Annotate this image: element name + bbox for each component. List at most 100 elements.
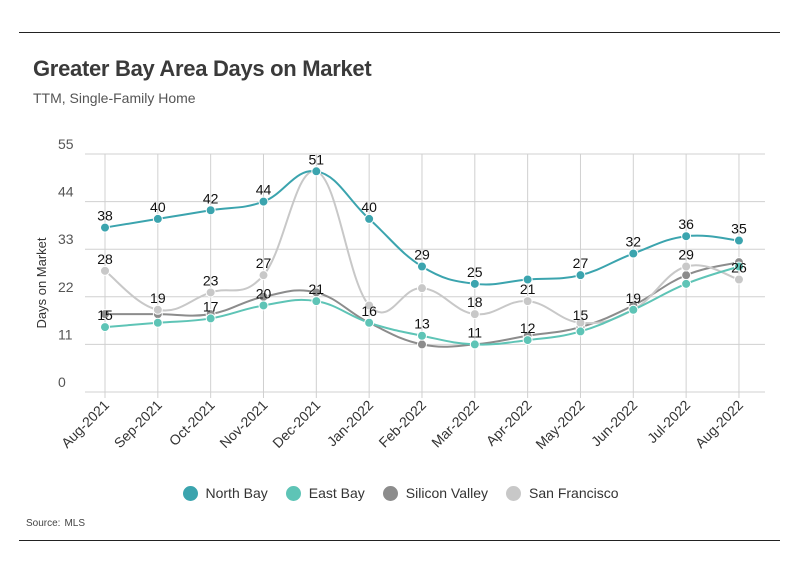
x-tick-label: Aug-2021 [58,397,112,451]
x-tick-label: Sep-2021 [111,397,165,451]
point-east-bay [205,313,216,324]
data-label-north-bay: 35 [731,221,747,237]
point-east-bay [364,317,375,328]
data-label-san-francisco: 27 [256,255,272,271]
point-north-bay [522,274,533,285]
point-san-francisco [100,265,110,276]
legend-item-silicon-valley: Silicon Valley [382,485,489,501]
point-san-francisco [733,274,744,285]
data-label-north-bay: 38 [97,208,113,224]
point-north-bay [469,278,480,289]
point-east-bay [575,326,586,337]
chart-title: Greater Bay Area Days on Market [33,56,372,81]
source-note: Source: MLS [26,518,89,529]
point-silicon-valley [416,339,427,350]
point-north-bay [311,166,322,177]
point-san-francisco [152,304,163,315]
point-north-bay [205,205,216,216]
data-label-east-bay: 15 [97,307,113,323]
point-san-francisco [416,283,427,294]
point-east-bay [311,296,322,307]
y-tick-label: 44 [58,184,74,200]
data-label-east-bay: 16 [361,303,377,319]
source-value: MLS [64,518,86,529]
legend-item-san-francisco: San Francisco [506,485,619,501]
legend-swatch [182,485,198,501]
top-rule [19,32,780,33]
legend-item-north-bay: North Bay [182,485,268,501]
data-label-san-francisco: 19 [150,290,166,306]
point-north-bay [258,196,269,207]
point-north-bay [100,222,110,233]
data-label-north-bay: 40 [361,199,377,215]
point-east-bay [522,335,533,346]
point-north-bay [152,213,163,224]
data-label-east-bay: 20 [256,285,272,301]
point-north-bay [364,213,375,224]
data-label-north-bay: 36 [678,216,694,232]
x-tick-label: Jul-2022 [644,397,693,446]
data-label-san-francisco: 29 [678,247,694,263]
legend-swatch [506,485,522,501]
y-axis-title: Days on Market [34,237,49,328]
x-tick-label: Feb-2022 [375,397,429,451]
data-label-san-francisco: 18 [467,294,483,310]
y-tick-label: 33 [58,231,74,247]
point-north-bay [575,270,586,281]
data-label-san-francisco: 51 [309,151,325,167]
point-san-francisco [522,296,533,307]
x-tick-label: May-2022 [532,397,587,452]
point-north-bay [416,261,427,272]
data-label-san-francisco: 28 [97,251,113,267]
data-label-san-francisco: 21 [520,281,536,297]
data-label-east-bay: 19 [626,290,642,306]
point-east-bay [469,339,480,350]
data-label-east-bay: 12 [520,320,536,336]
y-tick-label: 22 [58,279,74,295]
point-east-bay [681,278,692,289]
data-label-san-francisco: 23 [203,272,219,288]
point-east-bay [416,330,427,341]
data-label-east-bay: 17 [203,298,219,314]
point-san-francisco [258,270,269,281]
point-north-bay [681,231,692,242]
legend-label: North Bay [205,485,268,501]
point-north-bay [733,235,744,246]
point-east-bay [258,300,269,311]
data-label-north-bay: 40 [150,199,166,215]
data-label-east-bay: 13 [414,316,430,332]
point-san-francisco [681,261,692,272]
data-label-north-bay: 32 [626,234,642,250]
data-label-east-bay: 21 [309,281,325,297]
x-tick-label: Jan-2022 [324,397,377,450]
chart-legend: North Bay East Bay Silicon Valley San Franc… [0,485,801,504]
y-tick-label: 11 [58,326,73,342]
bottom-rule [19,540,780,541]
x-tick-label: Dec-2021 [269,397,323,451]
point-san-francisco [205,287,216,298]
data-label-north-bay: 44 [256,182,272,198]
data-label-north-bay: 27 [573,255,589,271]
point-silicon-valley [681,270,692,281]
point-east-bay [100,322,110,333]
data-label-north-bay: 25 [467,264,483,280]
x-tick-label: Apr-2022 [483,397,535,449]
x-tick-label: Mar-2022 [428,397,482,451]
data-label-north-bay: 29 [414,247,430,263]
y-tick-label: 0 [58,374,66,390]
point-north-bay [628,248,639,259]
point-east-bay [733,261,744,272]
x-tick-label: Jun-2022 [588,397,641,450]
source-label: Source: [26,518,61,529]
x-tick-label: Oct-2021 [166,397,218,449]
data-label-san-francisco: 26 [731,259,747,275]
data-label-silicon-valley: 15 [573,307,589,323]
point-san-francisco [364,300,375,311]
legend-label: East Bay [308,485,365,501]
data-label-east-bay: 11 [468,324,483,340]
data-label-north-bay: 42 [203,190,219,206]
point-silicon-valley [100,309,110,320]
legend-label: Silicon Valley [405,485,489,501]
legend-label: San Francisco [529,485,619,501]
x-tick-label: Nov-2021 [216,397,270,451]
